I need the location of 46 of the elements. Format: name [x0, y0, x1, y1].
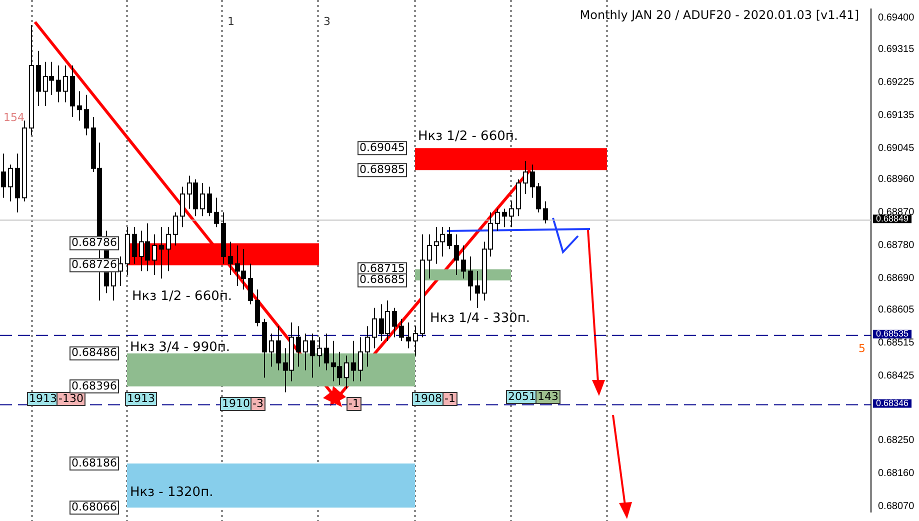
- y-tick-label: 0.68605: [878, 304, 915, 316]
- annotation: 143: [538, 390, 558, 403]
- chart-title: Monthly JAN 20 / ADUF20 - 2020.01.03 [v1.41]: [580, 8, 859, 22]
- band-label: Нкз 1/2 - 660п.: [132, 289, 232, 304]
- annotation: -1: [348, 396, 360, 410]
- annotation: -1: [444, 392, 456, 405]
- annotation: 3: [324, 14, 330, 28]
- band-label: Нкз 1/2 - 660п.: [418, 129, 518, 144]
- annotation: 0.68715: [360, 262, 406, 276]
- annotation: 2051: [508, 390, 536, 403]
- annotation: 0.68726: [72, 258, 118, 272]
- annotation: 154: [4, 110, 24, 124]
- y-tick-label: 0.68070: [878, 500, 915, 512]
- y-tick-label: 0.68250: [878, 434, 915, 446]
- annotation: 1913: [29, 392, 58, 405]
- annotation: -130: [58, 392, 84, 405]
- annotation: 0.69045: [360, 141, 406, 154]
- annotation: 0.68985: [360, 163, 406, 176]
- annotation: 0.68685: [360, 273, 406, 286]
- band-label: Нкз 1/4 - 330п.: [430, 311, 530, 326]
- y-tick-label: 0.69400: [878, 12, 915, 24]
- annotation: 1910: [222, 396, 250, 410]
- y-tick-label: 0.69135: [878, 110, 915, 121]
- annotation: 0.68066: [72, 500, 118, 514]
- annotation: -3: [252, 396, 264, 410]
- annotation: 0.68396: [72, 379, 118, 392]
- y-tick-label: 0.68780: [878, 240, 915, 252]
- annotation: 0.68186: [72, 456, 118, 470]
- annotation: 0.68786: [72, 236, 118, 250]
- y-tick-label: 0.69315: [878, 44, 915, 55]
- y-tick-label: 0.68160: [878, 468, 915, 479]
- y-tick-label: 0.68960: [878, 174, 915, 186]
- ref-line-label: 0.68535: [876, 328, 909, 339]
- annotation: 0.68486: [72, 346, 118, 360]
- band-label: Нкз - 1320п.: [130, 485, 214, 500]
- y-tick-label: 0.69225: [878, 76, 915, 88]
- y-tick-label: 0.69045: [878, 142, 915, 154]
- ref-line-label: 0.68346: [876, 398, 909, 408]
- annotation: 5: [858, 342, 866, 355]
- band-label: Нкз 3/4 - 990п.: [130, 340, 230, 355]
- annotation: 1908: [414, 392, 442, 405]
- y-tick-label: 0.68690: [878, 273, 915, 284]
- y-tick-label: 0.68515: [878, 337, 915, 348]
- annotation: 1: [228, 14, 234, 28]
- annotation: 1913: [127, 392, 156, 405]
- y-tick-label: 0.68425: [878, 370, 915, 382]
